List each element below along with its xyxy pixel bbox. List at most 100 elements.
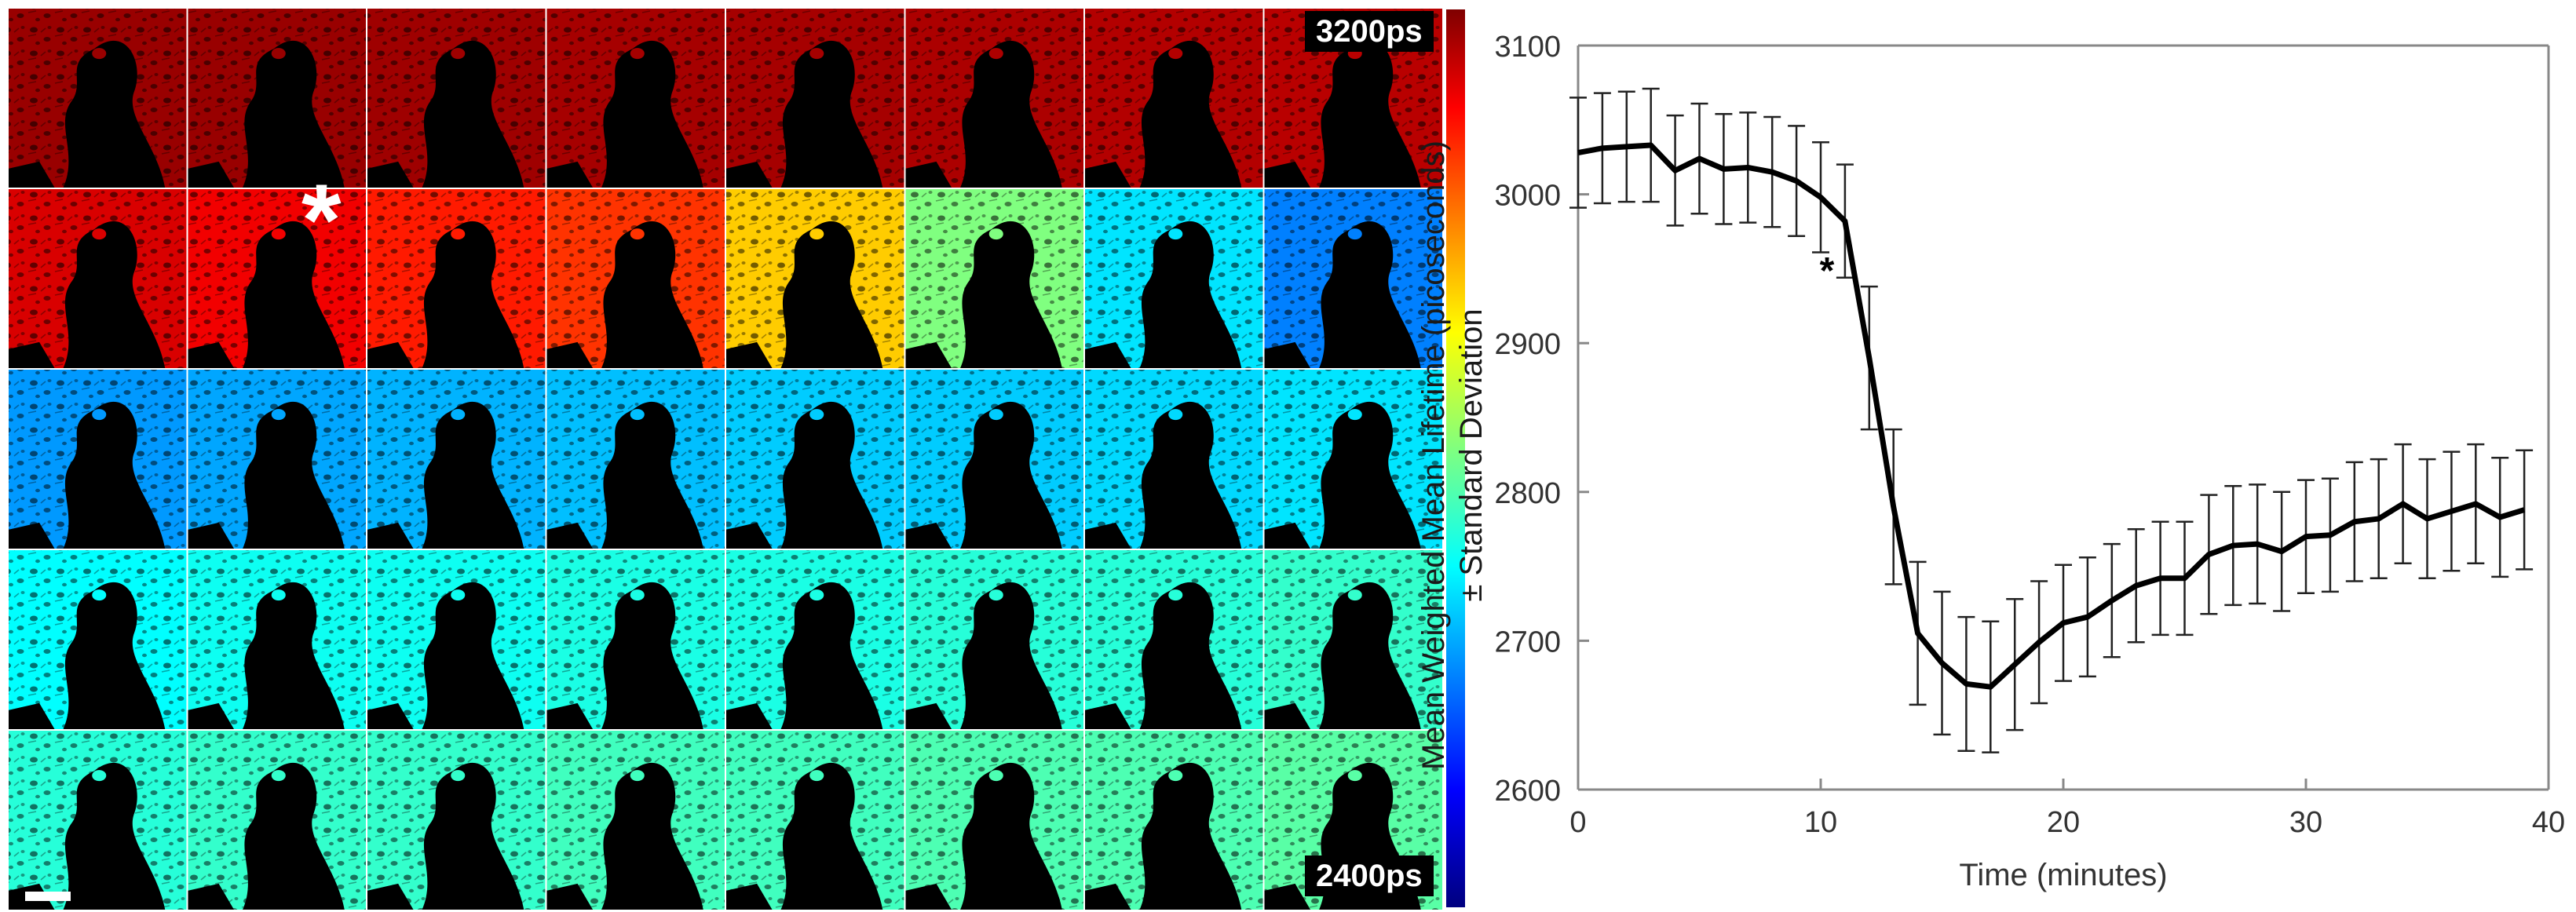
tissue-void [422,401,524,549]
y-ticks: 2600 2700 2800 2900 3000 3100 [1494,31,1589,808]
image-tile [545,729,726,910]
image-tile [1262,549,1443,731]
image-tile [904,729,1085,910]
tissue-void [959,221,1062,369]
tissue-void [187,341,235,369]
image-tile [1083,368,1265,550]
tissue-void [187,522,235,549]
image-tile [1262,188,1443,370]
image-tile [725,188,906,370]
tissue-void [959,582,1062,730]
x-tick-label: 20 [2047,806,2080,839]
tissue-void [187,702,235,730]
tissue-void [422,582,524,730]
cell-spot [809,770,824,782]
tissue-void [367,341,415,369]
colorbar [1446,9,1465,907]
image-tile [545,549,726,731]
image-tile [8,729,188,910]
cell-spot [988,228,1003,240]
tissue-void [780,40,883,188]
tissue-void [904,161,952,188]
image-tile [8,549,188,731]
tissue-void [904,522,952,549]
tissue-void [725,161,773,188]
image-tile [1083,188,1265,370]
tissue-void [1318,401,1421,549]
tissue-void [63,221,166,369]
image-tile [545,368,726,550]
image-tile [186,8,367,189]
tissue-void [601,40,703,188]
x-axis-label: Time (minutes) [1959,858,2167,892]
tissue-void [422,40,524,188]
tissue-void [1084,161,1132,188]
tissue-void [601,582,703,730]
cell-spot [1168,228,1183,240]
cell-spot [988,770,1003,782]
cell-spot [809,228,824,240]
tissue-void [780,221,883,369]
y-tick-label: 2900 [1494,328,1561,361]
tissue-void [63,762,166,910]
tissue-void [367,161,415,188]
cell-spot [451,409,466,421]
image-tile [904,368,1085,550]
tissue-void [601,401,703,549]
cell-spot [271,770,286,782]
cell-spot [92,409,107,421]
tissue-void [187,883,235,910]
cell-spot [1168,770,1183,782]
image-tile [8,188,188,370]
tissue-void [1139,401,1242,549]
tissue-void [546,522,594,549]
image-tile [1262,368,1443,550]
tissue-void [780,582,883,730]
image-tile [904,549,1085,731]
tissue-void [422,221,524,369]
cell-spot [988,48,1003,60]
tissue-void [63,40,166,188]
image-tile [1083,8,1265,189]
cell-spot [809,409,824,421]
tissue-void [725,341,773,369]
cell-spot [988,589,1003,601]
cell-spot [271,409,286,421]
cell-spot [1168,48,1183,60]
image-tile [366,368,547,550]
y-tick-label: 2700 [1494,626,1561,658]
cell-spot [92,770,107,782]
image-tile [366,729,547,910]
tissue-void [1318,40,1421,188]
cell-spot [988,409,1003,421]
tissue-void [904,341,952,369]
tissue-void [422,762,524,910]
y-tick-label: 3100 [1494,31,1561,64]
image-tile [725,368,906,550]
cell-spot [271,228,286,240]
lifetime-chart: 2600 2700 2800 2900 3000 3100 0 10 20 30 40 * Tim… [1494,31,2565,892]
image-tile [725,729,906,910]
y-tick-label: 2600 [1494,775,1561,808]
image-tile [545,8,726,189]
image-tile [366,8,547,189]
tissue-void [725,883,773,910]
tissue-void [1263,883,1311,910]
cell-spot [1168,589,1183,601]
tissue-void [959,40,1062,188]
cell-spot [1347,589,1362,601]
image-tile [8,368,188,550]
x-ticks: 0 10 20 30 40 [1569,779,2565,839]
image-tile [8,8,188,189]
tissue-void [367,702,415,730]
tissue-void [1139,582,1242,730]
colorbar-label-line1: Mean Weighted Mean Lifetime (picoseconds… [1416,140,1451,770]
cell-spot [630,589,645,601]
tissue-void [959,401,1062,549]
tissue-void [546,161,594,188]
error-bars [1569,87,2534,753]
cell-spot [451,48,466,60]
tissue-void [1139,40,1242,188]
image-tile [1083,729,1265,910]
tissue-void [63,582,166,730]
